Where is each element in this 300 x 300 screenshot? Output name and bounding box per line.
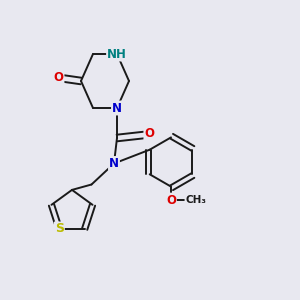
Text: O: O	[53, 71, 64, 84]
Text: NH: NH	[107, 47, 127, 61]
Text: N: N	[109, 157, 119, 170]
Text: S: S	[55, 223, 64, 236]
Text: O: O	[166, 194, 176, 207]
Text: CH₃: CH₃	[185, 195, 206, 205]
Text: O: O	[144, 127, 154, 140]
Text: N: N	[112, 101, 122, 115]
